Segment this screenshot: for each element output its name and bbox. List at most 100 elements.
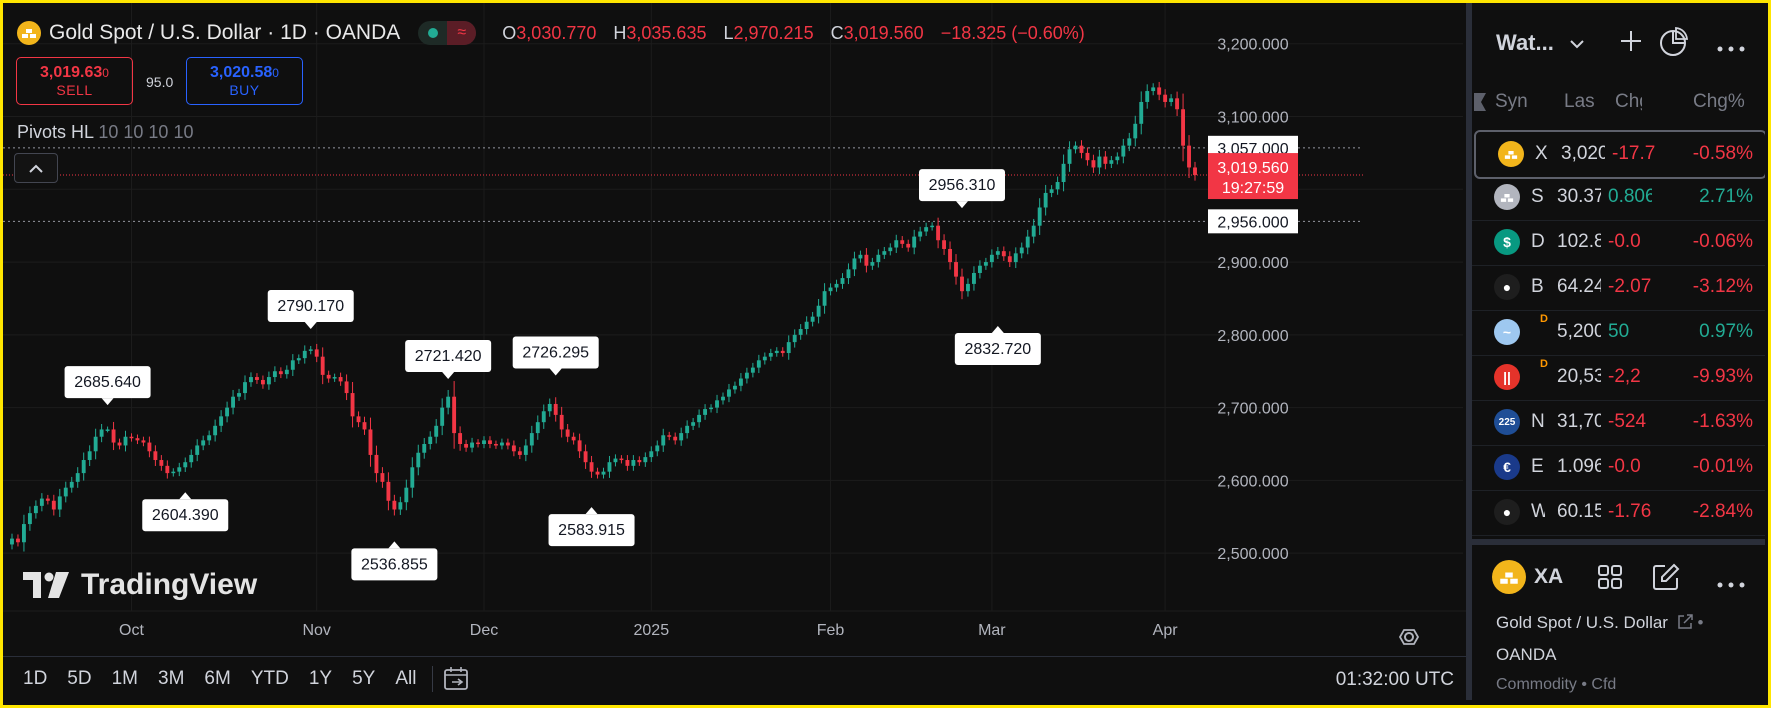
grid-icon (1598, 565, 1622, 589)
chart-settings-button[interactable] (1398, 626, 1420, 653)
row-last-price: 30.37 (1557, 186, 1601, 207)
layout-grid-button[interactable] (1597, 564, 1623, 595)
watchlist-row[interactable]: ● B 64.24 -2.07 -3.12% (1472, 265, 1765, 311)
candle-body (416, 452, 421, 468)
row-symbol: D (1531, 231, 1545, 252)
timeframe-5d[interactable]: 5D (67, 668, 92, 689)
candle-body (410, 467, 415, 488)
timeframe-ytd[interactable]: YTD (250, 668, 289, 689)
candle-body (446, 396, 451, 408)
watchlist-title[interactable]: Wat... (1496, 30, 1554, 55)
row-change-percent: 0.97% (1699, 321, 1753, 342)
edit-notes-button[interactable] (1652, 563, 1680, 596)
watchlist-row[interactable]: 225 N 31,70 -524 -1.63% (1472, 400, 1765, 446)
candle-body (320, 356, 325, 375)
candle-body (81, 460, 86, 474)
chevron-down-icon[interactable] (1570, 36, 1584, 54)
candle-body (1055, 182, 1060, 190)
column-change[interactable]: Chg (1615, 91, 1642, 112)
indicator-legend[interactable]: Pivots HL 10 10 10 10 (17, 122, 193, 143)
chart-pane[interactable]: 3,200.0003,100.0003,000.0002,900.0002,80… (3, 3, 1466, 700)
candle-body (511, 445, 516, 452)
symbol-full-name[interactable]: Gold Spot / U.S. Dollar (1496, 613, 1668, 632)
candle-body (894, 240, 899, 248)
external-link-icon[interactable] (1677, 614, 1693, 630)
row-change: -0.0 (1608, 456, 1641, 477)
collapse-legend-button[interactable] (14, 153, 58, 183)
watchlist-row[interactable]: SI 30.37 0.806 2.71% (1472, 175, 1765, 221)
go-to-date-button[interactable] (443, 666, 471, 692)
pivot-label-box (142, 499, 229, 532)
candle-body (117, 442, 122, 446)
candle-body (1181, 109, 1186, 146)
watchlist-row[interactable]: || D 20,53 -2,2 -9.93% (1472, 355, 1765, 401)
watchlist-row[interactable]: X 3,020 -17.7 -0.58% (1474, 130, 1765, 179)
market-status-toggle[interactable]: ≈ (418, 21, 477, 45)
candle-body (159, 460, 164, 466)
advanced-view-button[interactable] (1658, 27, 1688, 62)
candle-body (673, 436, 678, 441)
timeframe-1m[interactable]: 1M (111, 668, 138, 689)
candle-body (1061, 163, 1066, 183)
candle-body (207, 435, 212, 441)
candle-body (643, 457, 648, 463)
delayed-badge: D (1540, 313, 1548, 325)
candle-body (141, 440, 146, 443)
add-symbol-button[interactable] (1619, 29, 1643, 58)
candle-body (225, 407, 230, 417)
candle-body (810, 316, 815, 322)
candle-body (51, 500, 56, 510)
watchlist-row[interactable]: € E 1.096 -0.0 -0.01% (1472, 445, 1765, 491)
timeframe-1y[interactable]: 1Y (308, 668, 333, 689)
market-open-icon (418, 21, 447, 45)
watchlist-more-button[interactable] (1717, 39, 1745, 57)
candle-body (715, 400, 719, 408)
price-chart[interactable]: 3,200.0003,100.0003,000.0002,900.0002,80… (3, 3, 1466, 653)
pivot-label: 2685.640 (74, 374, 141, 391)
timeframe-all[interactable]: All (395, 668, 417, 689)
timeframe-3m[interactable]: 3M (158, 668, 185, 689)
price-axis-tick: 2,500.000 (1217, 546, 1288, 563)
candle-body (918, 231, 923, 237)
candle-body (1043, 192, 1048, 208)
candle-body (201, 440, 206, 446)
candle-body (147, 442, 152, 452)
candle-body (709, 407, 713, 410)
candle-body (243, 382, 247, 394)
brand-name: TradingView (81, 568, 258, 601)
row-symbol: X (1535, 143, 1548, 164)
candle-body (768, 353, 773, 357)
utc-clock[interactable]: 01:32:00 UTC (1335, 669, 1454, 690)
symbol-details-more-button[interactable] (1717, 575, 1745, 593)
symbol-title[interactable]: Gold Spot / U.S. Dollar · 1D · OANDA (49, 21, 401, 44)
candle-body (774, 350, 779, 354)
column-last[interactable]: Las (1564, 91, 1595, 112)
column-change-percent[interactable]: Chg% (1693, 91, 1745, 112)
pivot-label-pointer (549, 368, 562, 376)
candle-body (1109, 160, 1114, 164)
panel-resize-handle[interactable] (1466, 3, 1472, 700)
timeframe-1d[interactable]: 1D (23, 668, 48, 689)
candle-body (792, 334, 797, 343)
flag-icon (1474, 93, 1486, 111)
timeframe-5y[interactable]: 5Y (352, 668, 376, 689)
watchlist-row[interactable]: ● W 60.15 -1.76 -2.84% (1472, 490, 1765, 536)
watchlist-row[interactable]: ~ D 5,200 50 0.97% (1472, 310, 1765, 356)
candle-body (804, 321, 809, 330)
candle-body (983, 262, 988, 266)
column-symbol[interactable]: Syn (1495, 91, 1528, 112)
candle-body (440, 407, 445, 426)
ohlc-low-key: L (723, 22, 734, 43)
candle-body (691, 422, 696, 426)
buy-price-pip: 0 (272, 66, 279, 80)
pivot-label-box (405, 340, 492, 373)
watchlist-row[interactable]: $ D 102.8 -0.0 -0.06% (1472, 220, 1765, 266)
time-axis-label: Mar (978, 622, 1006, 639)
candle-body (1079, 145, 1084, 153)
sell-button[interactable]: 3,019.630 SELL (16, 57, 133, 105)
candle-body (727, 389, 731, 397)
buy-button[interactable]: 3,020.580 BUY (186, 57, 303, 105)
timeframe-6m[interactable]: 6M (204, 668, 231, 689)
candle-body (942, 240, 947, 249)
candle-body (553, 403, 558, 415)
